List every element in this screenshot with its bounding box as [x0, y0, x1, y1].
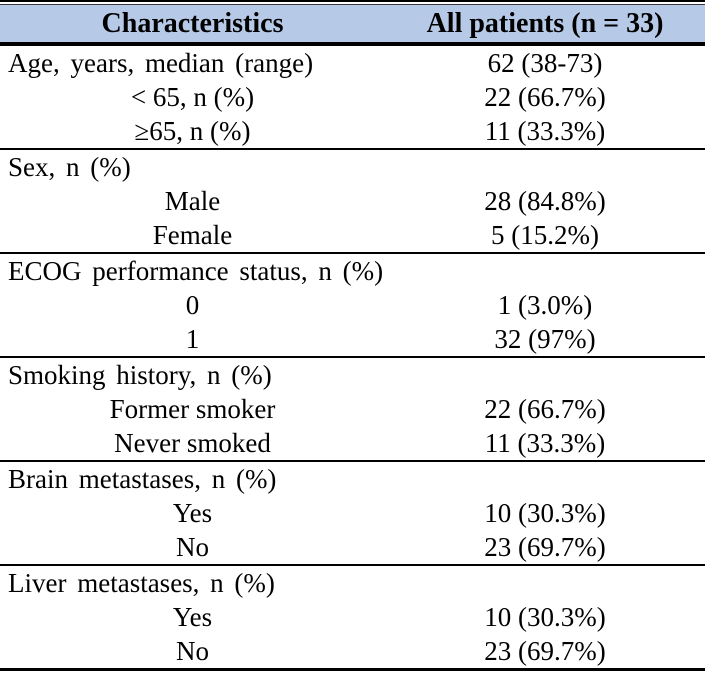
row-value: 10 (30.3%): [484, 602, 606, 632]
table-row: Brain metastases, n (%): [0, 460, 705, 496]
table-row: Yes 10 (30.3%): [0, 496, 705, 530]
row-label: Yes: [172, 602, 213, 632]
table-row: Never smoked 11 (33.3%): [0, 426, 705, 460]
row-value: 23 (69.7%): [484, 532, 606, 562]
row-label: ECOG performance status, n (%): [8, 256, 384, 286]
row-label: Yes: [172, 498, 213, 528]
header-characteristics: Characteristics: [101, 8, 284, 39]
row-value: 32 (97%): [494, 324, 596, 354]
table-header-row: Characteristics All patients (n = 33): [0, 4, 705, 46]
row-value: 22 (66.7%): [484, 82, 606, 112]
table-row: ≥65, n (%) 11 (33.3%): [0, 114, 705, 148]
table-row: Former smoker 22 (66.7%): [0, 392, 705, 426]
row-label: 0: [185, 290, 200, 320]
row-label: Former smoker: [109, 394, 276, 424]
row-value: 10 (30.3%): [484, 498, 606, 528]
row-label: Female: [152, 220, 233, 250]
table-row: Liver metastases, n (%): [0, 564, 705, 600]
row-label: Male: [164, 186, 221, 216]
row-value: 5 (15.2%): [491, 220, 599, 250]
row-label: 1: [185, 324, 200, 354]
row-value: 11 (33.3%): [484, 428, 606, 458]
patient-characteristics-table: Characteristics All patients (n = 33) Ag…: [0, 0, 705, 671]
row-label: Liver metastases, n (%): [8, 568, 275, 598]
table-row: < 65, n (%) 22 (66.7%): [0, 80, 705, 114]
table-row: Sex, n (%): [0, 148, 705, 184]
row-value: 28 (84.8%): [484, 186, 606, 216]
row-value: 22 (66.7%): [484, 394, 606, 424]
table-row: Yes 10 (30.3%): [0, 600, 705, 634]
row-label: < 65, n (%): [130, 82, 255, 112]
row-value: 23 (69.7%): [484, 636, 606, 666]
row-label: Age, years, median (range): [8, 48, 314, 78]
row-label: No: [176, 532, 209, 562]
row-label: Sex, n (%): [8, 152, 131, 182]
table-row: ECOG performance status, n (%): [0, 252, 705, 288]
row-label: No: [176, 636, 209, 666]
table-bottom-rule: [0, 668, 705, 671]
table-row: No 23 (69.7%): [0, 634, 705, 668]
table-top-rule: [0, 0, 705, 2]
table-row: Male 28 (84.8%): [0, 184, 705, 218]
table-row: 0 1 (3.0%): [0, 288, 705, 322]
row-value: 62 (38-73): [487, 48, 603, 78]
row-value: 1 (3.0%): [497, 290, 593, 320]
row-label: ≥65, n (%): [134, 116, 251, 146]
table-body: Age, years, median (range) 62 (38-73) < 65…: [0, 46, 705, 668]
table-row: Smoking history, n (%): [0, 356, 705, 392]
table-row: Female 5 (15.2%): [0, 218, 705, 252]
row-label: Smoking history, n (%): [8, 360, 272, 390]
row-value: 11 (33.3%): [484, 116, 606, 146]
row-label: Brain metastases, n (%): [8, 464, 277, 494]
table-row: No 23 (69.7%): [0, 530, 705, 564]
row-label: Never smoked: [114, 428, 271, 458]
header-all-patients: All patients (n = 33): [426, 8, 664, 39]
table-row: 1 32 (97%): [0, 322, 705, 356]
table-top-gap: [0, 2, 705, 4]
table-row: Age, years, median (range) 62 (38-73): [0, 46, 705, 80]
